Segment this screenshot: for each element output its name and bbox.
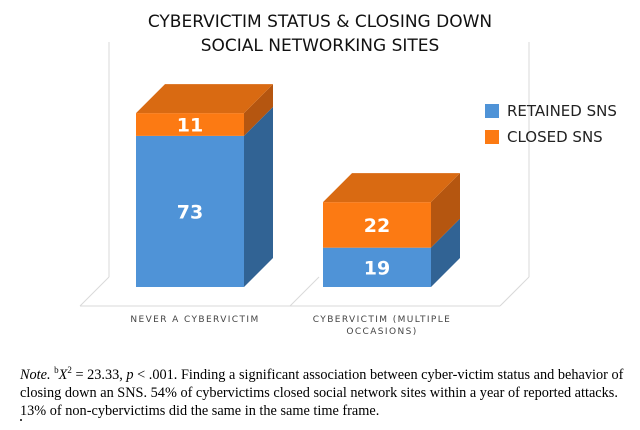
data-label-1-1: 22 [364,215,390,237]
chart-title-line-1: CYBERVICTIM STATUS & CLOSING DOWN [147,12,493,32]
note-stat-exponent: 2 [67,365,72,375]
legend-item-closed: CLOSED SNS [485,124,617,150]
category-label-0-0: NEVER A CYBERVICTIM [130,315,259,325]
bar-side-0-0 [244,106,273,287]
legend-item-retained: RETAINED SNS [485,98,617,124]
legend-swatch-retained [485,104,499,118]
note-stat-value: = 23.33, [71,366,127,383]
floor-right-edge [499,276,530,307]
note-p-symbol: p [126,366,134,383]
bar-side-1-1 [431,173,460,248]
floor-divider [289,276,320,307]
data-label-0-1: 11 [177,115,203,137]
floor-left-edge [79,276,110,307]
bar-side-1-0 [431,218,460,287]
data-label-1-0: 19 [364,257,390,279]
bar-0-0 [136,135,244,287]
chart-legend: RETAINED SNS CLOSED SNS [485,98,617,150]
note-label: Note. [20,366,51,383]
figure-note: Note. bX2 = 23.33, p < .001. Finding a s… [20,361,625,420]
bar-0-1 [136,113,244,136]
bar-top-0 [136,84,273,114]
chart-title: CYBERVICTIM STATUS & CLOSING DOWN SOCIAL… [0,10,640,58]
note-body: < .001. Finding a significant associatio… [20,366,624,419]
legend-label-retained: RETAINED SNS [507,102,617,120]
category-label-1-0: CYBERVICTIM (MULTIPLE [313,315,451,325]
category-label-1-1: OCCASIONS) [346,327,417,337]
note-superscript: b [54,365,59,375]
stray-dot [20,419,22,421]
bar-top-1 [323,173,460,203]
bar-side-0-1 [244,84,273,136]
bar-1-0 [323,247,431,287]
data-label-0-0: 73 [177,201,203,223]
note-stat-symbol: X [58,366,68,383]
bar-1-1 [323,202,431,248]
chart-title-line-2: SOCIAL NETWORKING SITES [200,36,440,56]
legend-swatch-closed [485,130,499,144]
legend-label-closed: CLOSED SNS [507,128,603,146]
